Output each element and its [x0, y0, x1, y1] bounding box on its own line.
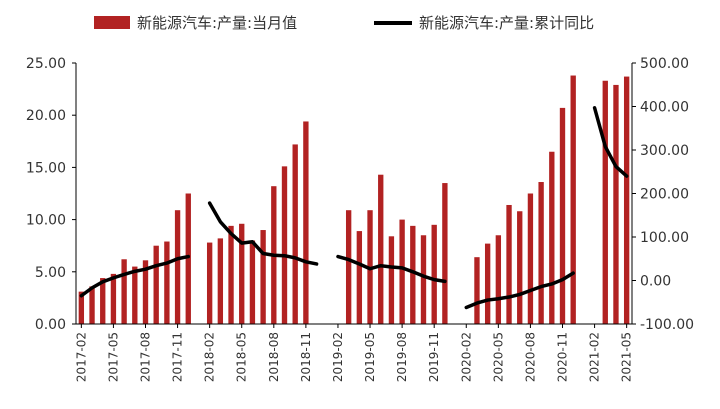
x-tick-label: 2017-05 — [106, 332, 120, 382]
bar — [613, 84, 619, 324]
x-tick-label: 2017-11 — [171, 332, 185, 382]
x-tick-label: 2021-02 — [588, 332, 602, 382]
right-tick-label: 400.00 — [640, 100, 689, 116]
bar — [164, 241, 170, 324]
right-tick-label: 500.00 — [640, 56, 689, 72]
bar — [538, 182, 544, 324]
bar — [345, 210, 352, 324]
x-tick-label: 2019-02 — [331, 332, 345, 382]
x-tick-label: 2020-02 — [459, 332, 473, 382]
bar — [495, 235, 502, 324]
left-tick-label: 10.00 — [26, 213, 66, 229]
left-tick-label: 25.00 — [26, 56, 66, 72]
bar — [570, 75, 576, 324]
x-tick-label: 2020-05 — [491, 332, 505, 382]
bar — [517, 211, 523, 324]
bar — [142, 260, 149, 324]
legend-line-label: 新能源汽车:产量:累计同比 — [419, 14, 594, 32]
legend-bar-label: 新能源汽车:产量:当月值 — [137, 14, 297, 32]
series-line — [79, 106, 629, 310]
bar — [185, 193, 191, 324]
left-tick-label: 15.00 — [26, 160, 66, 176]
x-tick-label: 2017-02 — [74, 332, 88, 382]
legend-bar-swatch — [94, 16, 130, 29]
x-tick-label: 2019-05 — [363, 332, 377, 382]
right-tick-label: 200.00 — [640, 187, 689, 203]
bar — [292, 144, 298, 324]
bar — [356, 231, 363, 324]
bar — [602, 80, 608, 324]
plot-area: 0.00 5.00 10.00 15.00 20.00 25.00 -100.00 0.00 1… — [26, 56, 694, 382]
bar — [410, 225, 416, 324]
x-tick-label: 2018-02 — [203, 332, 217, 382]
bar — [623, 76, 630, 325]
bar — [281, 166, 288, 324]
bar — [228, 225, 234, 324]
bar — [217, 238, 224, 324]
legend: 新能源汽车:产量:当月值 新能源汽车:产量:累计同比 — [94, 14, 594, 32]
x-tick-label: 2018-11 — [299, 332, 313, 382]
x-tick-label: 2018-08 — [267, 332, 281, 382]
x-tick-label: 2017-08 — [139, 332, 153, 382]
bar — [378, 174, 384, 324]
right-tick-label: -100.00 — [640, 317, 694, 333]
left-tick-label: 0.00 — [35, 317, 66, 333]
bar — [132, 266, 138, 324]
bar — [559, 107, 566, 324]
x-tick-label: 2018-05 — [235, 332, 249, 382]
bar — [474, 257, 480, 324]
bar — [100, 278, 106, 324]
bar — [388, 236, 395, 324]
right-tick-label: 100.00 — [640, 230, 689, 246]
bar — [206, 242, 213, 324]
bar — [420, 235, 427, 324]
left-tick-label: 20.00 — [26, 108, 66, 124]
x-tick-label: 2019-08 — [395, 332, 409, 382]
bar — [78, 291, 85, 324]
x-tick-label: 2020-11 — [556, 332, 570, 382]
x-tick-label: 2019-11 — [427, 332, 441, 382]
bar — [121, 259, 127, 324]
bar — [442, 183, 448, 324]
left-tick-label: 5.00 — [35, 265, 66, 281]
bar — [110, 273, 117, 324]
bar — [527, 193, 534, 324]
x-tick-label: 2021-05 — [620, 332, 634, 382]
bar — [260, 230, 266, 324]
bar — [303, 121, 309, 325]
right-tick-label: 300.00 — [640, 143, 689, 159]
bar — [399, 219, 405, 324]
x-tick-label: 2020-08 — [523, 332, 537, 382]
bar — [431, 224, 437, 324]
bar — [506, 204, 512, 324]
bar — [89, 286, 95, 324]
bar — [249, 240, 256, 324]
bar — [239, 223, 245, 324]
right-tick-label: 0.00 — [640, 274, 671, 290]
bar — [484, 243, 491, 324]
bar — [549, 151, 555, 324]
bar — [153, 245, 159, 324]
bar — [174, 210, 181, 324]
